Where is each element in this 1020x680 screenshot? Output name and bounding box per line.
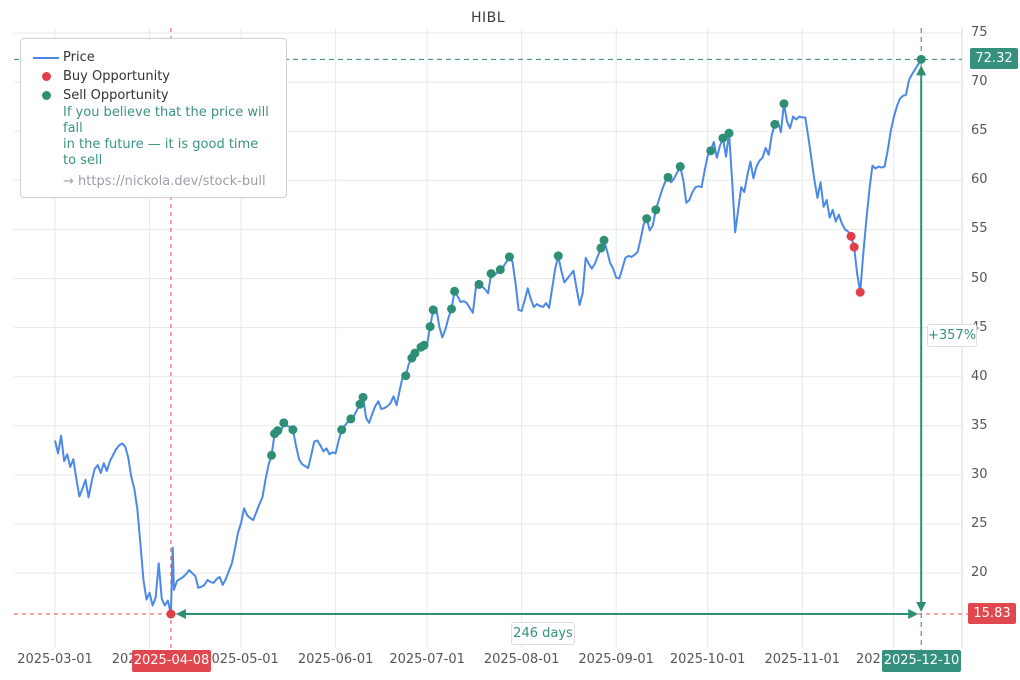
y-tick-label: 45 [971,319,988,335]
sell-marker[interactable] [346,414,356,424]
buy-marker[interactable] [849,242,859,252]
max-price-badge: 72.32 [970,48,1018,69]
price-line-swatch [29,56,63,59]
x-tick-label: 2025-03-01 [17,652,93,667]
sell-marker[interactable] [675,162,685,172]
sell-marker[interactable] [486,269,496,279]
y-tick-label: 25 [971,516,988,531]
sell-marker[interactable] [267,450,277,460]
legend-item-sell: Sell Opportunity [29,86,274,105]
x-tick-label: 2025-07-01 [389,652,465,667]
sell-marker[interactable] [504,252,514,262]
duration-arrow-right-head [908,609,919,620]
x-tick-label: 2025-08-01 [483,652,560,667]
sell-marker[interactable] [596,243,606,253]
sell-marker[interactable] [450,286,460,296]
x-tick-label: 2025-06-01 [297,652,374,667]
sell-marker[interactable] [355,399,365,409]
y-tick-label: 55 [971,221,988,237]
sell-date-badge: 2025-12-10 [882,650,961,672]
sell-marker[interactable] [495,265,505,275]
sell-marker[interactable] [273,426,283,436]
sell-marker[interactable] [447,304,456,314]
chart-title: HIBL [470,10,506,26]
sell-marker[interactable] [474,279,484,289]
sell-marker[interactable] [428,305,438,315]
sell-marker[interactable] [410,348,420,358]
y-tick-label: 75 [971,25,988,40]
x-tick-label: 2025-09-01 [578,652,654,667]
legend-price-label: Price [63,50,95,65]
duration-badge: 246 days [511,622,575,645]
sell-marker[interactable] [651,205,661,215]
duration-arrow-left-head [175,609,186,620]
gain-arrow-top-head [916,65,927,76]
sell-marker[interactable] [599,235,609,245]
sell-marker[interactable] [916,54,926,64]
legend-sell-label: Sell Opportunity [63,88,169,103]
sell-marker[interactable] [358,392,368,402]
sell-marker[interactable] [642,214,652,224]
sell-marker[interactable] [663,172,673,182]
min-price-badge: 15.83 [968,603,1016,624]
sell-marker[interactable] [425,322,435,332]
x-tick-label: 2025-11-01 [764,652,841,667]
y-tick-label: 35 [971,417,988,433]
attribution-link[interactable]: → https://nickola.dev/stock-bull [63,174,266,189]
legend: Price Buy Opportunity Sell Opportunity I… [20,38,287,198]
legend-item-buy: Buy Opportunity [29,67,274,86]
y-tick-label: 60 [971,172,988,188]
y-tick-label: 40 [971,368,988,384]
sell-marker[interactable] [553,251,563,261]
sell-marker[interactable] [288,425,298,435]
sell-marker[interactable] [718,133,728,143]
y-tick-label: 65 [971,123,988,139]
buy-date-badge: 2025-04-08 [132,650,211,672]
x-tick-label: 2025-05-01 [203,652,279,667]
legend-item-price: Price [29,48,274,67]
buy-marker[interactable] [166,609,176,619]
sell-marker[interactable] [279,418,289,428]
buy-marker-swatch [29,72,63,81]
sell-marker[interactable] [419,340,429,350]
y-tick-label: 50 [971,270,988,286]
sell-marker-swatch [29,91,63,100]
x-tick-label: 2025-10-01 [669,652,746,667]
legend-buy-label: Buy Opportunity [63,69,170,84]
sell-marker[interactable] [770,119,780,129]
gain-percent-badge: +357% [927,324,977,347]
sell-marker[interactable] [337,425,347,435]
gain-arrow-bottom-head [916,602,927,613]
buy-marker[interactable] [855,287,865,297]
sell-hint-line2: in the future — it is good time to sell [63,137,259,168]
buy-marker[interactable] [846,231,856,241]
y-tick-label: 70 [971,74,988,90]
y-tick-label: 30 [971,466,988,482]
y-tick-label: 20 [971,565,988,581]
sell-marker[interactable] [724,128,734,138]
sell-marker[interactable] [401,371,411,381]
sell-marker[interactable] [706,146,716,156]
sell-marker[interactable] [779,99,789,109]
sell-hint-line1: If you believe that the price will fall [63,105,269,136]
